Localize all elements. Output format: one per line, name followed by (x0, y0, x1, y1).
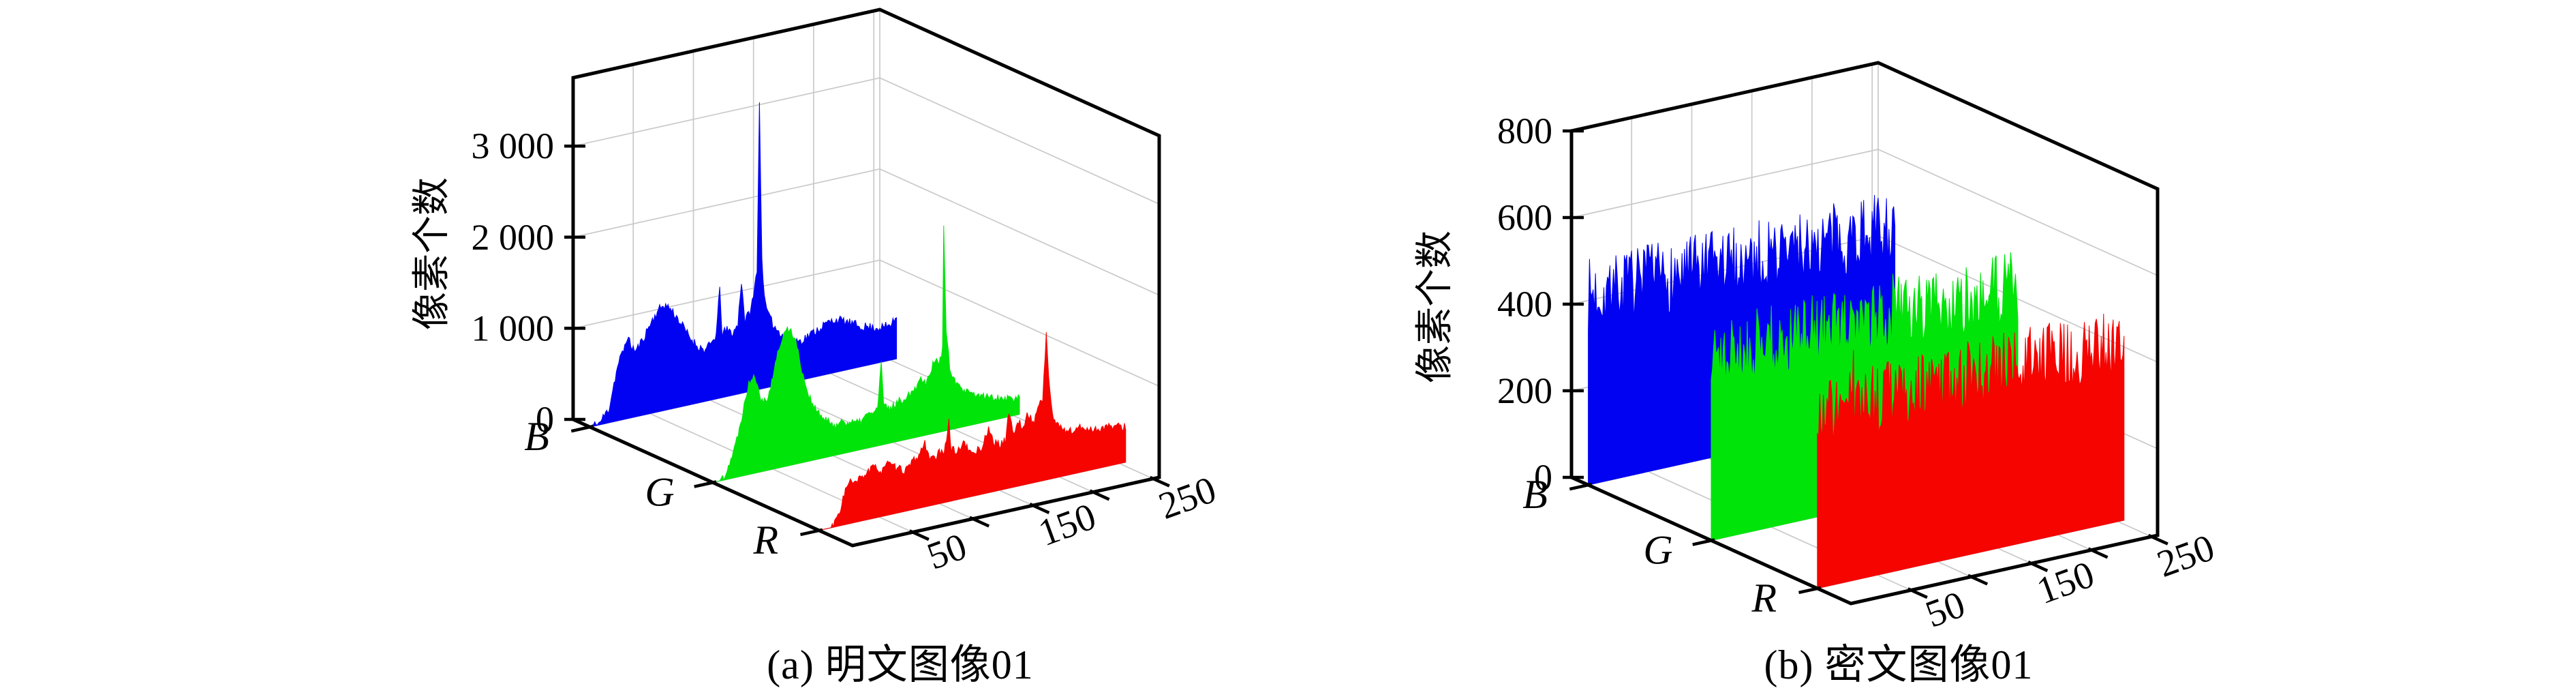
ribbon-b-channel (589, 102, 898, 428)
ribbon-r-channel (818, 332, 1126, 531)
depth-tick-label-g: G (1643, 528, 1672, 573)
ribbon-r-channel (1817, 313, 2125, 589)
tick-marks (564, 144, 1170, 541)
tick-marks (1563, 129, 2168, 599)
depth-tick-label-r: R (1751, 576, 1777, 621)
depth-tick-label-r: R (752, 518, 778, 563)
panel-a-y-axis-title: 像素个数 (411, 177, 453, 330)
y-tick-label: 3 000 (472, 125, 555, 166)
panel-b-y-axis-title: 像素个数 (1414, 230, 1456, 383)
y-tick-label: 0 (536, 399, 554, 440)
y-tick-label: 0 (1534, 457, 1552, 498)
ribbon-g-channel (712, 225, 1020, 483)
x-tick-label: 250 (2151, 526, 2220, 586)
y-tick-label: 800 (1497, 110, 1552, 151)
depth-tick-label-g: G (645, 470, 674, 515)
y-tick-label: 2 000 (472, 217, 555, 258)
y-tick-label: 400 (1497, 284, 1552, 325)
x-tick-label: 50 (922, 525, 972, 578)
depth-tick-label-b: B (524, 414, 549, 459)
panel-b-caption: (b) 密文图像01 (1764, 642, 2034, 687)
y-tick-label: 200 (1497, 370, 1552, 411)
panel-a-caption: (a) 明文图像01 (767, 642, 1034, 687)
y-tick-label: 1 000 (472, 308, 555, 348)
x-tick-label: 50 (1920, 583, 1971, 636)
x-tick-label: 250 (1153, 469, 1221, 528)
y-tick-label: 600 (1497, 197, 1552, 238)
depth-tick-label-b: B (1522, 472, 1548, 517)
